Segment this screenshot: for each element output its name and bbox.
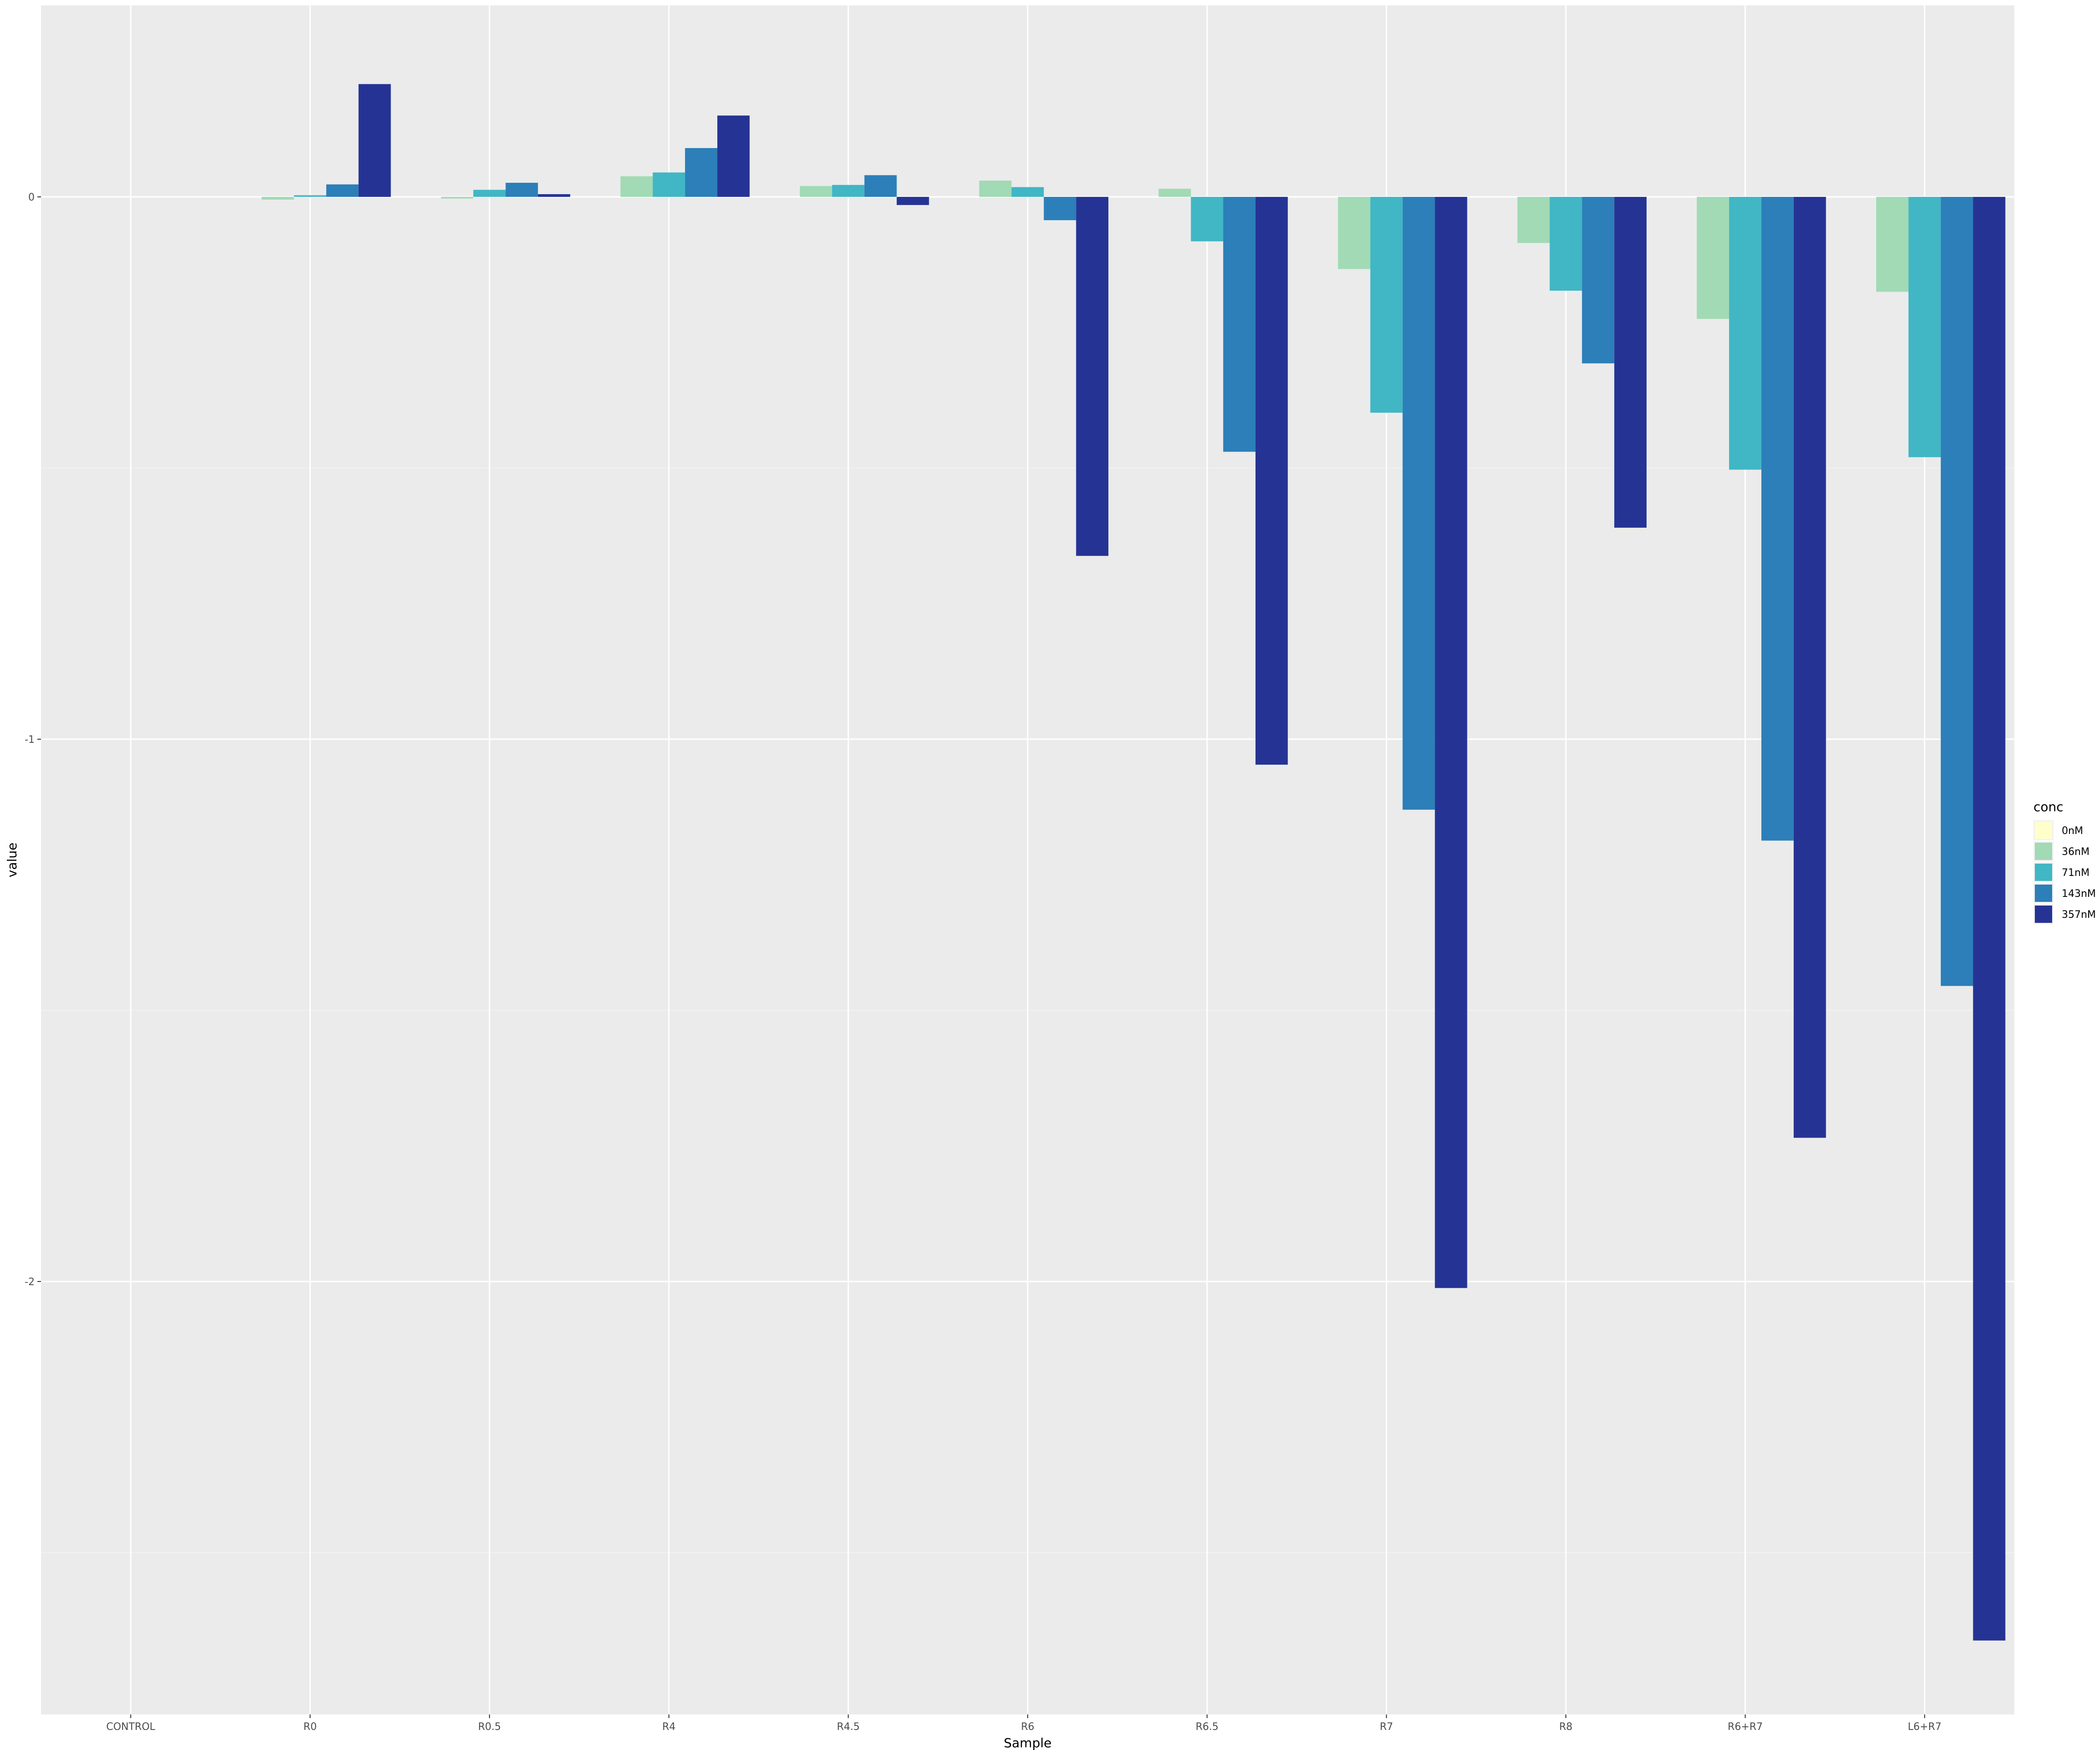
y-tick-label: -2 — [25, 1276, 35, 1288]
bar — [1517, 197, 1550, 243]
legend-label: 143nM — [2062, 888, 2096, 900]
legend-swatch — [2035, 843, 2052, 860]
x-axis-title: Sample — [1004, 1735, 1052, 1750]
bar — [653, 172, 685, 197]
bar — [441, 197, 474, 199]
bar — [1191, 197, 1224, 242]
x-tick-label: R6.5 — [1195, 1721, 1218, 1733]
bar — [1729, 197, 1761, 470]
bar — [1044, 197, 1076, 221]
legend-swatch — [2035, 864, 2052, 881]
x-tick-label: R8 — [1559, 1721, 1572, 1733]
bar — [1793, 197, 1826, 1138]
bar — [1255, 197, 1288, 765]
bar — [620, 176, 653, 197]
y-axis-title: value — [5, 843, 20, 877]
bar — [800, 186, 832, 197]
bar — [896, 197, 929, 205]
bar — [1370, 197, 1403, 413]
x-tick-label: CONTROL — [106, 1721, 155, 1733]
x-tick-label: R0.5 — [478, 1721, 501, 1733]
legend-swatch — [2035, 822, 2052, 839]
x-tick-label: R0 — [304, 1721, 317, 1733]
x-tick-label: R4.5 — [837, 1721, 860, 1733]
bar — [1940, 197, 1973, 986]
bars — [262, 84, 2006, 1641]
bar — [1011, 187, 1044, 197]
bar — [326, 184, 359, 197]
y-axis-ticks: 0 -1 -2 — [25, 192, 41, 1288]
bar — [358, 84, 391, 197]
bar — [1973, 197, 2006, 1641]
bar — [685, 148, 718, 197]
bar — [1697, 197, 1729, 319]
bar — [832, 185, 865, 197]
y-tick-label: -1 — [25, 734, 35, 746]
bar — [294, 195, 326, 197]
bar — [1435, 197, 1467, 1288]
legend-label: 357nM — [2062, 909, 2096, 921]
x-axis-ticks: CONTROL R0 R0.5 R4 R4.5 R6 R6.5 R7 R8 R6+R7 L6+R7 — [106, 1714, 1941, 1733]
legend-swatch — [2035, 885, 2052, 902]
legend-label: 0nM — [2062, 825, 2083, 837]
bar — [1076, 197, 1109, 556]
bar — [1876, 197, 1909, 292]
bar — [262, 197, 294, 200]
bar — [979, 180, 1012, 197]
bar — [1908, 197, 1941, 458]
bar — [473, 190, 506, 197]
bar — [1338, 197, 1370, 269]
legend: conc 0nM 36nM 71nM 143nM 357nM — [2033, 799, 2096, 924]
bar — [864, 175, 897, 197]
y-tick-label: 0 — [28, 192, 35, 203]
bar — [538, 194, 571, 197]
bar — [1158, 189, 1191, 197]
legend-label: 36nM — [2062, 846, 2090, 858]
bar — [717, 115, 750, 197]
legend-swatch — [2035, 906, 2052, 923]
x-tick-label: R7 — [1380, 1721, 1393, 1733]
bar — [1549, 197, 1582, 291]
bar — [1761, 197, 1794, 841]
bar — [1582, 197, 1615, 364]
x-tick-label: R6+R7 — [1728, 1721, 1763, 1733]
bar — [505, 183, 538, 197]
legend-title: conc — [2033, 799, 2064, 814]
x-tick-label: R6 — [1021, 1721, 1034, 1733]
legend-items: 0nM 36nM 71nM 143nM 357nM — [2033, 820, 2096, 924]
legend-label: 71nM — [2062, 867, 2090, 879]
bar — [1402, 197, 1435, 810]
x-tick-label: L6+R7 — [1908, 1721, 1941, 1733]
x-tick-label: R4 — [662, 1721, 675, 1733]
bar — [1223, 197, 1256, 452]
bar — [1614, 197, 1647, 528]
